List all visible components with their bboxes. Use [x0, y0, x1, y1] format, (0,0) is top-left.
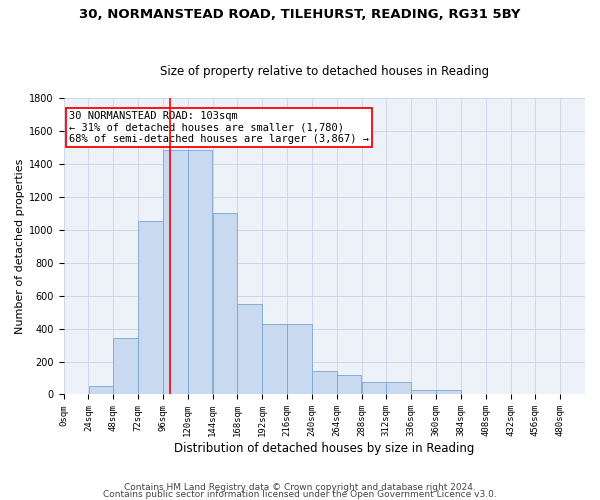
Bar	[312, 372, 337, 394]
Title: Size of property relative to detached houses in Reading: Size of property relative to detached ho…	[160, 66, 489, 78]
Bar	[412, 390, 436, 394]
Bar	[337, 374, 361, 394]
Bar	[89, 386, 113, 394]
Bar	[436, 390, 461, 394]
Bar	[386, 382, 411, 394]
Bar	[238, 304, 262, 394]
Bar	[362, 382, 386, 394]
Text: Contains HM Land Registry data © Crown copyright and database right 2024.: Contains HM Land Registry data © Crown c…	[124, 484, 476, 492]
Bar	[188, 150, 212, 394]
X-axis label: Distribution of detached houses by size in Reading: Distribution of detached houses by size …	[174, 442, 475, 455]
Bar	[212, 213, 237, 394]
Bar	[113, 338, 138, 394]
Text: 30 NORMANSTEAD ROAD: 103sqm
← 31% of detached houses are smaller (1,780)
68% of : 30 NORMANSTEAD ROAD: 103sqm ← 31% of det…	[69, 111, 369, 144]
Bar	[287, 324, 311, 394]
Bar	[262, 324, 287, 394]
Bar	[163, 150, 188, 394]
Text: 30, NORMANSTEAD ROAD, TILEHURST, READING, RG31 5BY: 30, NORMANSTEAD ROAD, TILEHURST, READING…	[79, 8, 521, 20]
Text: Contains public sector information licensed under the Open Government Licence v3: Contains public sector information licen…	[103, 490, 497, 499]
Y-axis label: Number of detached properties: Number of detached properties	[15, 158, 25, 334]
Bar	[138, 222, 163, 394]
